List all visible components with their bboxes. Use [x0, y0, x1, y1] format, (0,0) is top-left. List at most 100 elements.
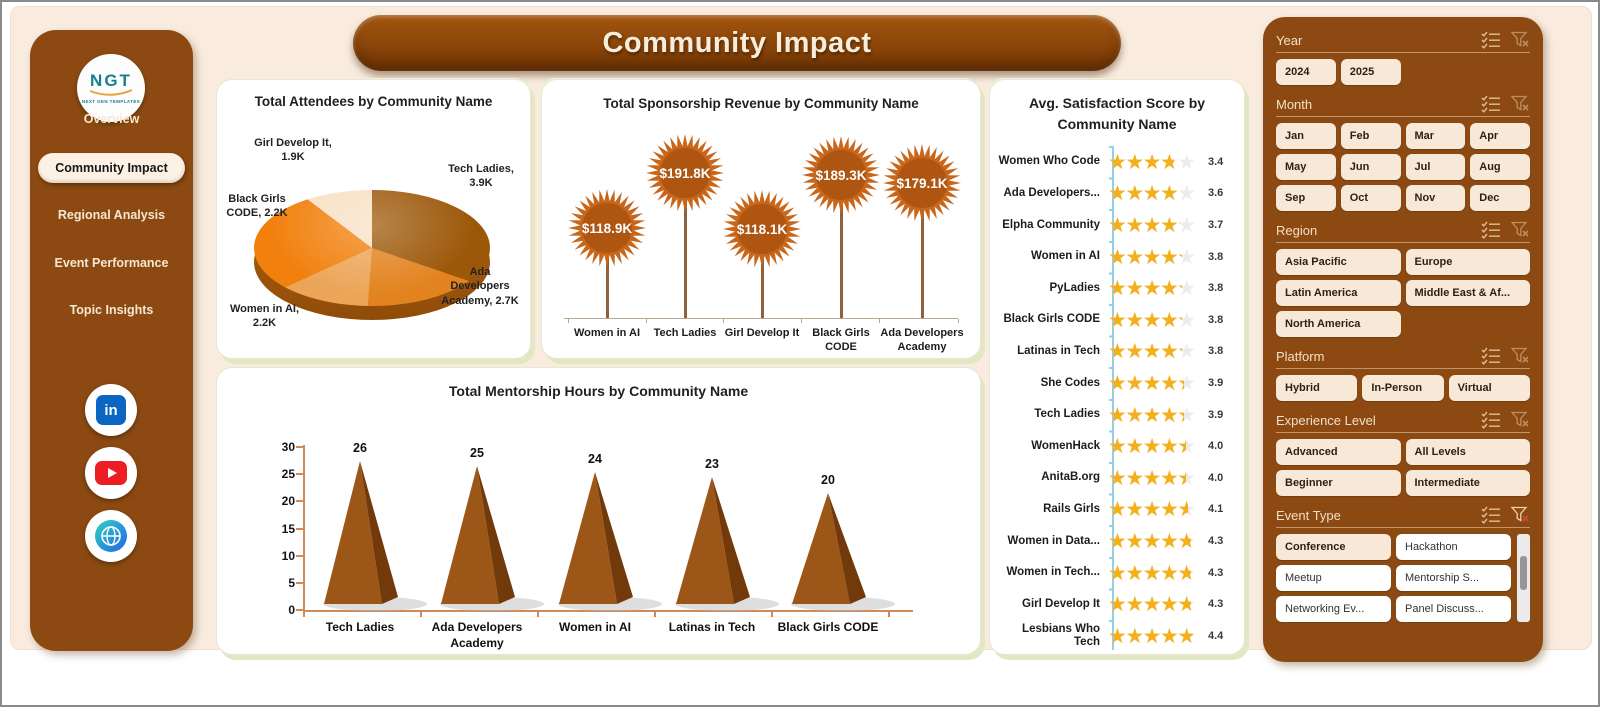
filter-button-panel-discuss[interactable]: Panel Discuss... — [1396, 596, 1511, 622]
multi-select-icon[interactable] — [1481, 31, 1501, 49]
filter-button-mentorship-s[interactable]: Mentorship S... — [1396, 565, 1511, 591]
filter-button-feb[interactable]: Feb — [1340, 123, 1401, 149]
mentorship-pyramid-ada-developers-academy[interactable] — [420, 464, 550, 617]
clear-filter-icon[interactable] — [1510, 347, 1530, 365]
filter-button-may[interactable]: May — [1276, 154, 1336, 180]
filter-button-intermediate[interactable]: Intermediate — [1405, 470, 1530, 496]
star-rating[interactable]: ★★★★★ ★★★★★ — [1108, 370, 1196, 395]
mentorship-pyramid-black-girls-code[interactable] — [771, 491, 901, 617]
filter-button-apr[interactable]: Apr — [1470, 123, 1530, 149]
filter-button-mar[interactable]: Mar — [1405, 123, 1466, 149]
filter-button-dec[interactable]: Dec — [1470, 185, 1530, 211]
y-tick-label: 10 — [281, 548, 295, 563]
row-label: Elpha Community — [1002, 218, 1100, 231]
section-divider — [1276, 368, 1530, 369]
clear-filter-icon[interactable] — [1510, 221, 1530, 239]
row-label: Rails Girls — [1043, 503, 1100, 516]
filter-button-middle-east-af[interactable]: Middle East & Af... — [1405, 280, 1530, 306]
filter-button-jul[interactable]: Jul — [1405, 154, 1466, 180]
filter-button-conference[interactable]: Conference — [1276, 534, 1391, 560]
filter-button-in-person[interactable]: In-Person — [1362, 375, 1444, 401]
filter-button-2025[interactable]: 2025 — [1340, 59, 1401, 85]
sponsorship-stem — [920, 183, 924, 318]
x-axis-line — [303, 610, 913, 612]
star-rating[interactable]: ★★★★★ ★★★★★ — [1108, 497, 1196, 522]
star-rating[interactable]: ★★★★★ ★★★★★ — [1108, 465, 1196, 490]
scrollbar-thumb[interactable] — [1520, 556, 1527, 590]
filter-button-latin-america[interactable]: Latin America — [1276, 280, 1401, 306]
star-rating[interactable]: ★★★★★ ★★★★★ — [1108, 623, 1196, 648]
page-title: Community Impact — [602, 26, 872, 59]
star-rating[interactable]: ★★★★★ ★★★★★ — [1108, 307, 1196, 332]
star-rating[interactable]: ★★★★★ ★★★★★ — [1108, 402, 1196, 427]
section-divider — [1276, 432, 1530, 433]
mentorship-pyramid-latinas-in-tech[interactable] — [655, 475, 785, 617]
sponsorship-flower-women-in-ai[interactable]: $118.9K — [567, 188, 647, 268]
star-rating[interactable]: ★★★★★ ★★★★★ — [1108, 244, 1196, 269]
row-value: 4.0 — [1208, 440, 1224, 453]
category-label: Latinas in Tech — [668, 620, 756, 634]
filter-button-jan[interactable]: Jan — [1276, 123, 1336, 149]
sponsorship-flower-girl-develop-it[interactable]: $118.1K — [722, 189, 802, 269]
sponsorship-flower-ada-developers-academy[interactable]: $179.1K — [882, 143, 962, 223]
filter-button-2024[interactable]: 2024 — [1276, 59, 1336, 85]
sidebar-item-regional-analysis[interactable]: Regional Analysis — [57, 208, 166, 222]
row-value: 3.8 — [1208, 313, 1224, 326]
filter-button-beginner[interactable]: Beginner — [1276, 470, 1401, 496]
satisfaction-row-latinas-in-tech: Latinas in Tech ★★★★★ ★★★★★ 3.8 — [998, 336, 1238, 368]
filter-button-asia-pacific[interactable]: Asia Pacific — [1276, 249, 1401, 275]
multi-select-icon[interactable] — [1481, 95, 1501, 113]
sidebar-item-topic-insights[interactable]: Topic Insights — [69, 303, 154, 317]
x-axis-tick — [568, 319, 569, 323]
sidebar-item-overview[interactable]: Overview — [83, 112, 140, 126]
multi-select-icon[interactable] — [1481, 506, 1501, 524]
clear-filter-icon[interactable] — [1510, 95, 1530, 113]
mentorship-pyramid-women-in-ai[interactable] — [538, 470, 668, 617]
attendees-pie[interactable] — [254, 190, 490, 306]
star-rating[interactable]: ★★★★★ ★★★★★ — [1108, 149, 1196, 174]
star-rating[interactable]: ★★★★★ ★★★★★ — [1108, 339, 1196, 364]
star-rating[interactable]: ★★★★★ ★★★★★ — [1108, 181, 1196, 206]
multi-select-icon[interactable] — [1481, 411, 1501, 429]
filter-button-north-america[interactable]: North America — [1276, 311, 1401, 337]
sponsorship-flower-tech-ladies[interactable]: $191.8K — [645, 133, 725, 213]
filter-button-all-levels[interactable]: All Levels — [1405, 439, 1530, 465]
filter-button-aug[interactable]: Aug — [1470, 154, 1530, 180]
star-rating[interactable]: ★★★★★ ★★★★★ — [1108, 528, 1196, 553]
multi-select-icon[interactable] — [1481, 347, 1501, 365]
row-label: She Codes — [1040, 376, 1100, 389]
star-rating[interactable]: ★★★★★ ★★★★★ — [1108, 560, 1196, 585]
satisfaction-row-girl-develop-it: Girl Develop It ★★★★★ ★★★★★ 4.3 — [998, 588, 1238, 620]
filter-button-oct[interactable]: Oct — [1340, 185, 1401, 211]
filter-button-hackathon[interactable]: Hackathon — [1396, 534, 1511, 560]
filter-section-label: Event Type — [1276, 507, 1341, 523]
star-rating[interactable]: ★★★★★ ★★★★★ — [1108, 434, 1196, 459]
filter-button-europe[interactable]: Europe — [1405, 249, 1530, 275]
mentorship-pyramid-tech-ladies[interactable] — [303, 459, 433, 617]
y-tick-label: 30 — [281, 440, 295, 455]
sidebar-item-event-performance[interactable]: Event Performance — [54, 256, 169, 270]
sidebar-item-community-impact[interactable]: Community Impact — [38, 153, 185, 183]
website-icon[interactable] — [85, 510, 137, 562]
filter-button-advanced[interactable]: Advanced — [1276, 439, 1401, 465]
category-label: Women in AI — [574, 327, 640, 339]
clear-filter-icon[interactable] — [1510, 411, 1530, 429]
sponsorship-flower-black-girls-code[interactable]: $189.3K — [801, 135, 881, 215]
linkedin-icon[interactable]: in — [85, 384, 137, 436]
filter-button-nov[interactable]: Nov — [1405, 185, 1466, 211]
filter-button-networking-ev[interactable]: Networking Ev... — [1276, 596, 1391, 622]
clear-filter-icon[interactable] — [1510, 31, 1530, 49]
star-rating[interactable]: ★★★★★ ★★★★★ — [1108, 592, 1196, 617]
multi-select-icon[interactable] — [1481, 221, 1501, 239]
scrollbar-track[interactable] — [1517, 534, 1530, 622]
filter-button-sep[interactable]: Sep — [1276, 185, 1336, 211]
star-rating[interactable]: ★★★★★ ★★★★★ — [1108, 212, 1196, 237]
logo-tagline: NEXT GEN TEMPLATES — [81, 99, 141, 104]
filter-button-virtual[interactable]: Virtual — [1448, 375, 1530, 401]
filter-button-meetup[interactable]: Meetup — [1276, 565, 1391, 591]
clear-filter-icon[interactable] — [1510, 506, 1530, 524]
filter-button-hybrid[interactable]: Hybrid — [1276, 375, 1358, 401]
star-rating[interactable]: ★★★★★ ★★★★★ — [1108, 276, 1196, 301]
youtube-icon[interactable] — [85, 447, 137, 499]
filter-button-jun[interactable]: Jun — [1340, 154, 1401, 180]
